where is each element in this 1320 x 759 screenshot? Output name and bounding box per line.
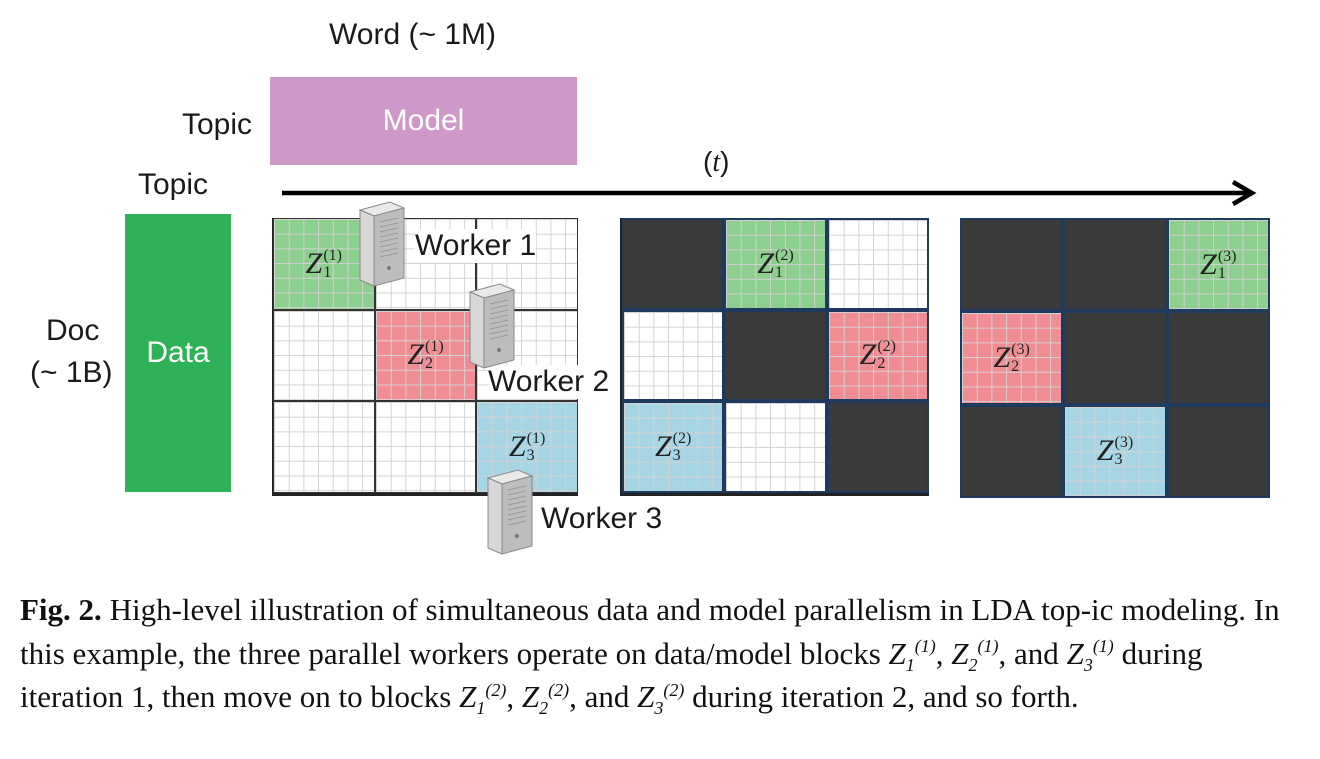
grid-2-cell-r2-c2 <box>827 401 929 493</box>
server-icon-worker-1 <box>350 200 406 290</box>
iteration-2-grid: Z (2) 1 Z (2) 2 Z (2) 3 <box>620 218 929 496</box>
caption-text-3: during iteration 2, and so forth. <box>692 679 1079 714</box>
server-icon-worker-2 <box>460 282 516 372</box>
time-label: (t) <box>703 146 729 179</box>
grid-3-cell-r1-c1 <box>1063 311 1166 404</box>
grid-2-cell-r2-c0: Z (2) 3 <box>622 401 724 493</box>
time-arrow <box>280 178 1270 208</box>
data-box: Data <box>125 214 231 492</box>
worker-3-label: Worker 3 <box>541 502 662 536</box>
grid-1-cell-r1-c0 <box>273 310 375 402</box>
grid-2-cell-r1-c1 <box>724 310 826 402</box>
figure-caption: Fig. 2. High-level illustration of simul… <box>20 588 1305 719</box>
block-label-z1-iter3: Z (3) 1 <box>1169 220 1268 309</box>
caption-z2-2: Z2(2) <box>522 679 569 714</box>
server-icon-worker-3 <box>478 468 534 558</box>
grid-3-cell-r2-c1: Z (3) 3 <box>1063 405 1166 498</box>
grid-3-cell-r1-c2 <box>1167 311 1270 404</box>
caption-z1-2: Z1(2) <box>459 679 506 714</box>
grid-3-cell-r2-c0 <box>960 405 1063 498</box>
caption-z2-1: Z2(1) <box>951 636 998 671</box>
iteration-3-grid: Z (3) 1 Z (3) 2 Z (3) 3 <box>960 218 1270 498</box>
block-label-z3-iter3: Z (3) 3 <box>1065 407 1164 496</box>
grid-2-cell-r1-c2: Z (2) 2 <box>827 310 929 402</box>
model-box: Model <box>270 77 577 165</box>
caption-z3-1: Z3(1) <box>1067 636 1114 671</box>
data-label: Data <box>146 336 209 370</box>
model-label: Model <box>383 104 465 138</box>
topic-left-label: Topic <box>138 168 208 202</box>
doc-label: Doc <box>46 314 99 348</box>
worker-1-label: Worker 1 <box>415 229 536 263</box>
grid-3-cell-r2-c2 <box>1167 405 1270 498</box>
grid-2-cell-r2-c1 <box>724 401 826 493</box>
grid-2-cell-r0-c1: Z (2) 1 <box>724 218 826 310</box>
word-axis-label: Word (~ 1M) <box>329 18 496 52</box>
caption-fig-number: Fig. 2. <box>20 592 102 627</box>
grid-2-cell-r1-c0 <box>622 310 724 402</box>
grid-3-cell-r0-c0 <box>960 218 1063 311</box>
grid-2-cell-r0-c0 <box>622 218 724 310</box>
grid-3-cell-r0-c2: Z (3) 1 <box>1167 218 1270 311</box>
topic-top-label: Topic <box>182 108 252 142</box>
grid-3-cell-r0-c1 <box>1063 218 1166 311</box>
grid-1-cell-r2-c1 <box>375 401 477 493</box>
doc-size-label: (~ 1B) <box>30 356 113 390</box>
caption-z1-1: Z1(1) <box>889 636 936 671</box>
block-label-z2-iter2: Z (2) 2 <box>829 312 927 400</box>
block-label-z3-iter2: Z (2) 3 <box>624 403 722 491</box>
grid-3-cell-r1-c0: Z (3) 2 <box>960 311 1063 404</box>
caption-z3-2: Z3(2) <box>637 679 684 714</box>
block-label-z1-iter2: Z (2) 1 <box>726 220 824 308</box>
grid-1-cell-r2-c0 <box>273 401 375 493</box>
block-label-z2-iter3: Z (3) 2 <box>962 313 1061 402</box>
grid-2-cell-r0-c2 <box>827 218 929 310</box>
